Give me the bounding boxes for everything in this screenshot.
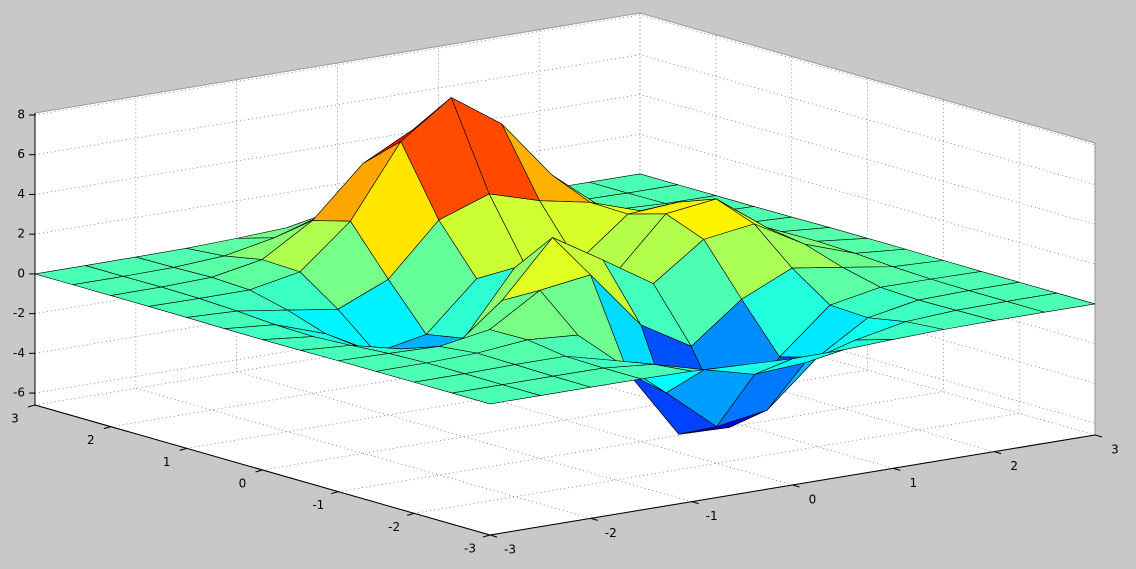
surface bbox=[34, 97, 1096, 435]
tick-mark bbox=[103, 426, 111, 430]
tick-mark bbox=[331, 491, 339, 495]
x-tick-label: 3 bbox=[1111, 443, 1119, 457]
grid-line bbox=[262, 78, 868, 471]
z-tick-label: 0 bbox=[17, 266, 25, 280]
grid-line bbox=[34, 94, 1096, 225]
y-tick-label: 3 bbox=[11, 412, 19, 426]
tick-mark bbox=[792, 484, 800, 488]
surface-patch bbox=[451, 384, 541, 405]
grid-line bbox=[414, 121, 1020, 514]
y-tick-label: 1 bbox=[163, 455, 171, 469]
y-tick-label: -3 bbox=[464, 542, 476, 556]
y-tick-label: 2 bbox=[87, 433, 95, 447]
x-tick-label: -2 bbox=[605, 526, 617, 540]
tick-mark bbox=[255, 469, 263, 473]
y-tick-label: -2 bbox=[388, 520, 400, 534]
z-tick-label: 8 bbox=[17, 107, 25, 121]
tick-mark bbox=[590, 517, 598, 521]
x-tick-label: 2 bbox=[1010, 459, 1018, 473]
grid-line bbox=[34, 13, 641, 406]
z-tick-label: -2 bbox=[13, 306, 25, 320]
x-tick-label: 0 bbox=[809, 493, 817, 507]
grid-line bbox=[34, 133, 1096, 265]
z-tick-label: -6 bbox=[13, 386, 25, 400]
tick-mark bbox=[893, 467, 901, 471]
tick-mark bbox=[489, 534, 498, 538]
grid-line bbox=[186, 56, 793, 449]
z-tick-label: 2 bbox=[17, 227, 25, 241]
grid-line bbox=[338, 99, 944, 493]
tick-mark bbox=[27, 404, 36, 408]
x-tick-label: -1 bbox=[706, 509, 718, 523]
grid-line bbox=[34, 292, 1096, 424]
x-tick-label: -3 bbox=[504, 543, 516, 557]
x-tick-label: 1 bbox=[910, 476, 918, 490]
tick-mark bbox=[179, 447, 187, 451]
grid-line bbox=[110, 34, 717, 428]
z-tick-label: -4 bbox=[13, 346, 25, 360]
z-tick-label: 6 bbox=[17, 147, 25, 161]
z-tick-label: 4 bbox=[17, 187, 25, 201]
y-tick-label: -1 bbox=[312, 498, 324, 512]
grid-line bbox=[34, 14, 1096, 146]
grid-line bbox=[34, 54, 1096, 186]
tick-mark bbox=[994, 451, 1002, 455]
tick-mark bbox=[691, 501, 699, 505]
tick-mark bbox=[482, 534, 491, 538]
y-tick-label: 0 bbox=[239, 477, 247, 491]
tick-mark bbox=[1094, 434, 1103, 438]
tick-mark bbox=[407, 512, 415, 516]
